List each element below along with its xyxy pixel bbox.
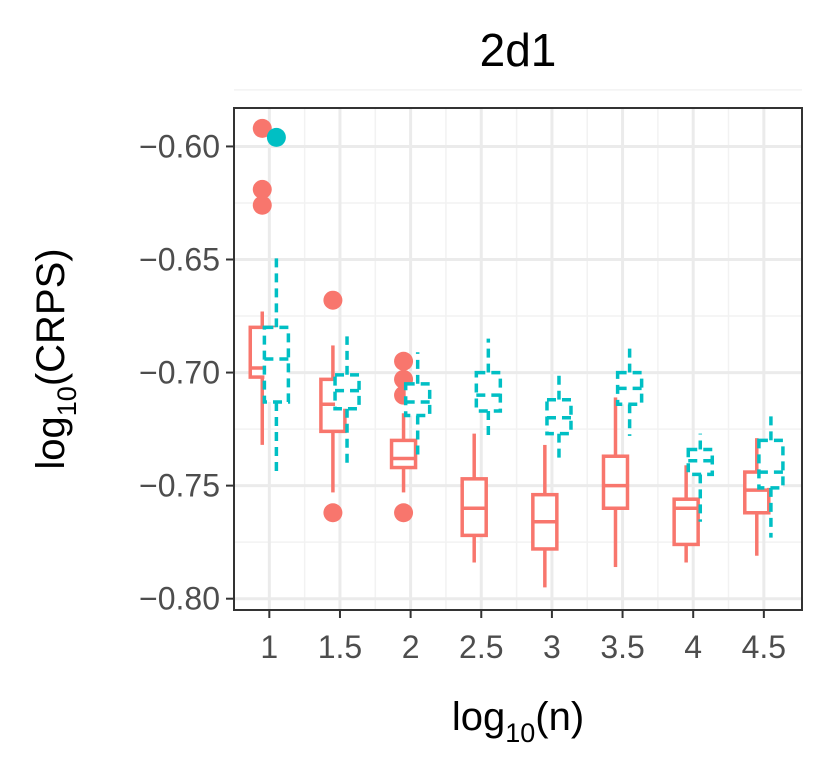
box [389,438,418,470]
grid [234,89,802,610]
y-axis-title-subscript: 10 [52,386,82,416]
x-axis-title: log10(n) [452,695,584,748]
box-group [333,336,361,466]
box-group [545,372,573,464]
box-group [474,338,503,436]
box-series [248,118,785,588]
outlier-point [252,179,272,199]
box-group [601,397,630,568]
y-tick-label: −0.60 [139,128,220,164]
outlier-point [394,351,414,371]
box-group [686,433,715,522]
outlier-point [266,127,286,147]
y-tick-label: −0.65 [139,242,220,278]
series-b [262,127,785,538]
outlier-point [252,118,272,138]
box-group [403,352,432,459]
x-tick-label: 1 [260,629,278,665]
outlier-point [323,290,343,310]
x-tick-label: 3 [543,629,561,665]
outlier-point [394,503,414,523]
box [403,382,432,418]
y-tick-label: −0.80 [139,581,220,617]
y-axis: −0.60 −0.65 −0.70 −0.75 −0.80 [139,128,234,617]
box-group [460,433,488,563]
box-group [531,444,559,588]
box [262,325,291,404]
x-tick-label: 4.5 [742,629,786,665]
x-tick-label: 2 [402,629,420,665]
box-group [757,413,785,538]
y-tick-label: −0.70 [139,355,220,391]
x-tick-label: 1.5 [318,629,362,665]
x-axis-title-subscript: 10 [505,718,535,748]
outlier-point [323,503,343,523]
x-tick-label: 4 [684,629,702,665]
plot-panel-background [234,108,802,610]
x-axis-title-base: log [452,695,505,739]
box-group [319,290,347,523]
x-tick-label: 3.5 [600,629,644,665]
y-tick-label: −0.75 [139,468,220,504]
x-axis: 1 1.5 2 2.5 3 3.5 4 4.5 [260,610,786,665]
box-group [262,127,291,473]
box-group [615,345,644,436]
y-axis-title-base: log [29,416,73,469]
box [474,370,503,413]
box [601,454,630,510]
x-axis-title-rest: (n) [535,695,584,739]
box-group [672,465,700,563]
box [757,438,785,490]
plot-panel-border [233,107,803,611]
box [672,497,700,547]
chart-title: 2d1 [480,24,557,76]
y-axis-title: log10(CRPS) [29,248,82,469]
y-axis-title-rest: (CRPS) [29,248,73,386]
x-tick-label: 2.5 [459,629,503,665]
outlier-point [252,195,272,215]
